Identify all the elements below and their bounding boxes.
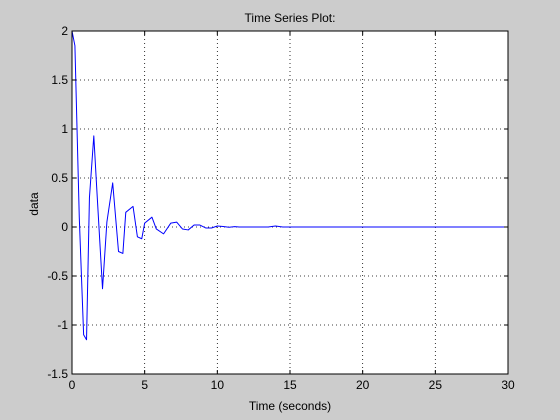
plot-area — [72, 31, 508, 374]
y-tick-labels: -1.5 -1 -0.5 0 0.5 1 1.5 2 — [47, 24, 68, 381]
y-tick-label: -0.5 — [47, 269, 68, 283]
x-tick-label: 15 — [283, 378, 297, 392]
x-tick-label: 25 — [429, 378, 443, 392]
y-tick-label: 1.5 — [51, 73, 68, 87]
x-tick-label: 10 — [211, 378, 225, 392]
x-tick-label: 5 — [141, 378, 148, 392]
y-tick-label: 0 — [61, 220, 68, 234]
y-tick-label: -1 — [57, 318, 68, 332]
x-tick-label: 0 — [69, 378, 76, 392]
series-group — [71, 30, 508, 341]
y-axis-label: data — [27, 192, 41, 216]
tick-marks — [71, 30, 509, 375]
x-tick-labels: 0 5 10 15 20 25 30 — [69, 378, 515, 392]
y-tick-label: 0.5 — [51, 171, 68, 185]
x-tick-label: 30 — [501, 378, 515, 392]
y-tick-label: -1.5 — [47, 367, 68, 381]
x-axis-label: Time (seconds) — [249, 399, 331, 413]
grid-lines — [72, 31, 508, 374]
series-line — [71, 30, 508, 341]
y-tick-label: 2 — [61, 24, 68, 38]
x-tick-label: 20 — [356, 378, 370, 392]
chart-title: Time Series Plot: — [245, 11, 336, 25]
y-tick-label: 1 — [61, 122, 68, 136]
